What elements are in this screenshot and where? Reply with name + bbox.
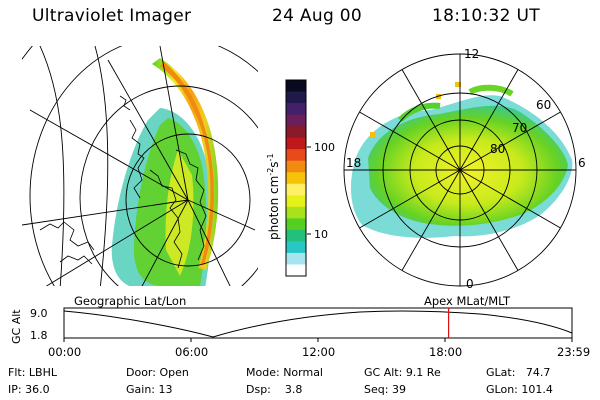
gcalt-label: GC Alt: [364, 366, 403, 379]
status-seq: Seq: 39 [364, 383, 406, 396]
date-label: 24 Aug 00 [272, 6, 362, 26]
mlat-label-80: 80 [490, 142, 505, 156]
colorbar-segment [286, 195, 306, 208]
door-label: Door: [126, 366, 156, 379]
ip-value: 36.0 [25, 383, 50, 396]
flt-label: Flt: [8, 366, 26, 379]
status-mode: Mode: Normal [246, 366, 323, 379]
aurora-arc-core [160, 62, 214, 265]
colorbar-segment [286, 264, 306, 277]
colorbar-segment [286, 218, 306, 231]
colorbar-segment [286, 103, 306, 116]
colorbar-segment [286, 206, 306, 219]
colorbar-segment [286, 160, 306, 173]
gcalt-value: 9.1 Re [405, 366, 441, 379]
dsp-label: Dsp: [246, 383, 271, 396]
geo-grid [22, 46, 258, 286]
colorbar-segment [286, 229, 306, 243]
colorbar-segment [286, 252, 306, 266]
geographic-panel-label: Geographic Lat/Lon [74, 294, 187, 308]
status-glon: GLon: 101.4 [486, 383, 553, 396]
glat-label: GLat: [486, 366, 516, 379]
status-door: Door: Open [126, 366, 189, 379]
time-label: 18:10:32 UT [432, 6, 540, 26]
dsp-value: 3.8 [284, 383, 303, 396]
mlat-label-70: 70 [512, 121, 527, 135]
orbit-timeline [63, 307, 573, 342]
gain-value: 13 [158, 383, 173, 396]
colorbar-segment [286, 149, 306, 162]
mlt-label-12: 12 [464, 47, 479, 61]
colorbar-segment [286, 172, 306, 185]
status-gain: Gain: 13 [126, 383, 173, 396]
altitude-curve [63, 310, 573, 338]
timeline-x-tick-1800: 18:00 [429, 345, 462, 359]
timeline-x-tick-1200: 12:00 [302, 345, 335, 359]
colorbar-segment [286, 126, 306, 139]
colorbar-segment [286, 241, 306, 254]
door-value: Open [159, 366, 189, 379]
ip-label: IP: [8, 383, 22, 396]
geographic-map [22, 46, 258, 286]
polar-grid [343, 53, 577, 287]
flt-value: LBHL [28, 366, 57, 379]
status-gcalt: GC Alt: 9.1 Re [364, 366, 441, 379]
timeline-x-tick-0600: 06:00 [175, 345, 208, 359]
colorbar-segment [286, 114, 306, 127]
timeline-y-tick-9: 9.0 [30, 307, 48, 320]
status-flt: Flt: LBHL [8, 366, 57, 379]
timeline-x-tick-0000: 00:00 [48, 345, 81, 359]
mlt-label-18: 18 [346, 156, 361, 170]
colorbar-segment [286, 80, 306, 93]
colorbar-unit-label: photon cm-2s-1 [266, 153, 281, 240]
mode-value: Normal [283, 366, 323, 379]
unit-base: photon cm [267, 176, 281, 240]
unit-exp1: -2 [266, 168, 275, 176]
seq-value: 39 [391, 383, 406, 396]
mlt-label-0: 0 [466, 277, 474, 291]
colorbar-tick-10: 10 [314, 228, 328, 241]
status-dsp: Dsp: 3.8 [246, 383, 302, 396]
timeline-y-tick-1.8: 1.8 [30, 329, 48, 342]
colorbar [285, 79, 307, 277]
gain-label: Gain: [126, 383, 155, 396]
colorbar-frame [285, 79, 307, 277]
seq-label: Seq: [364, 383, 389, 396]
colorbar-segment [286, 137, 306, 150]
colorbar-tick-100: 100 [314, 141, 335, 154]
polar-plot [343, 53, 577, 287]
mode-label: Mode: [246, 366, 280, 379]
aurora-arc [152, 58, 219, 270]
coastlines [39, 95, 207, 269]
glat-value: 74.7 [525, 366, 551, 379]
glon-label: GLon: [486, 383, 518, 396]
unit-mid: s [267, 161, 281, 167]
colorbar-segment [286, 183, 306, 196]
status-glat: GLat: 74.7 [486, 366, 550, 379]
timeline-axis-title: GC Alt [10, 309, 23, 344]
aurora-yellow [165, 150, 194, 276]
colorbar-segment [286, 91, 306, 104]
timeline-x-tick-2359: 23:59 [557, 345, 590, 359]
instrument-title: Ultraviolet Imager [32, 6, 192, 26]
status-ip: IP: 36.0 [8, 383, 50, 396]
glon-value: 101.4 [521, 383, 553, 396]
unit-exp2: -1 [266, 153, 275, 161]
mlat-label-60: 60 [536, 98, 551, 112]
mlt-label-6: 6 [578, 156, 586, 170]
apex-panel-label: Apex MLat/MLT [424, 294, 511, 308]
